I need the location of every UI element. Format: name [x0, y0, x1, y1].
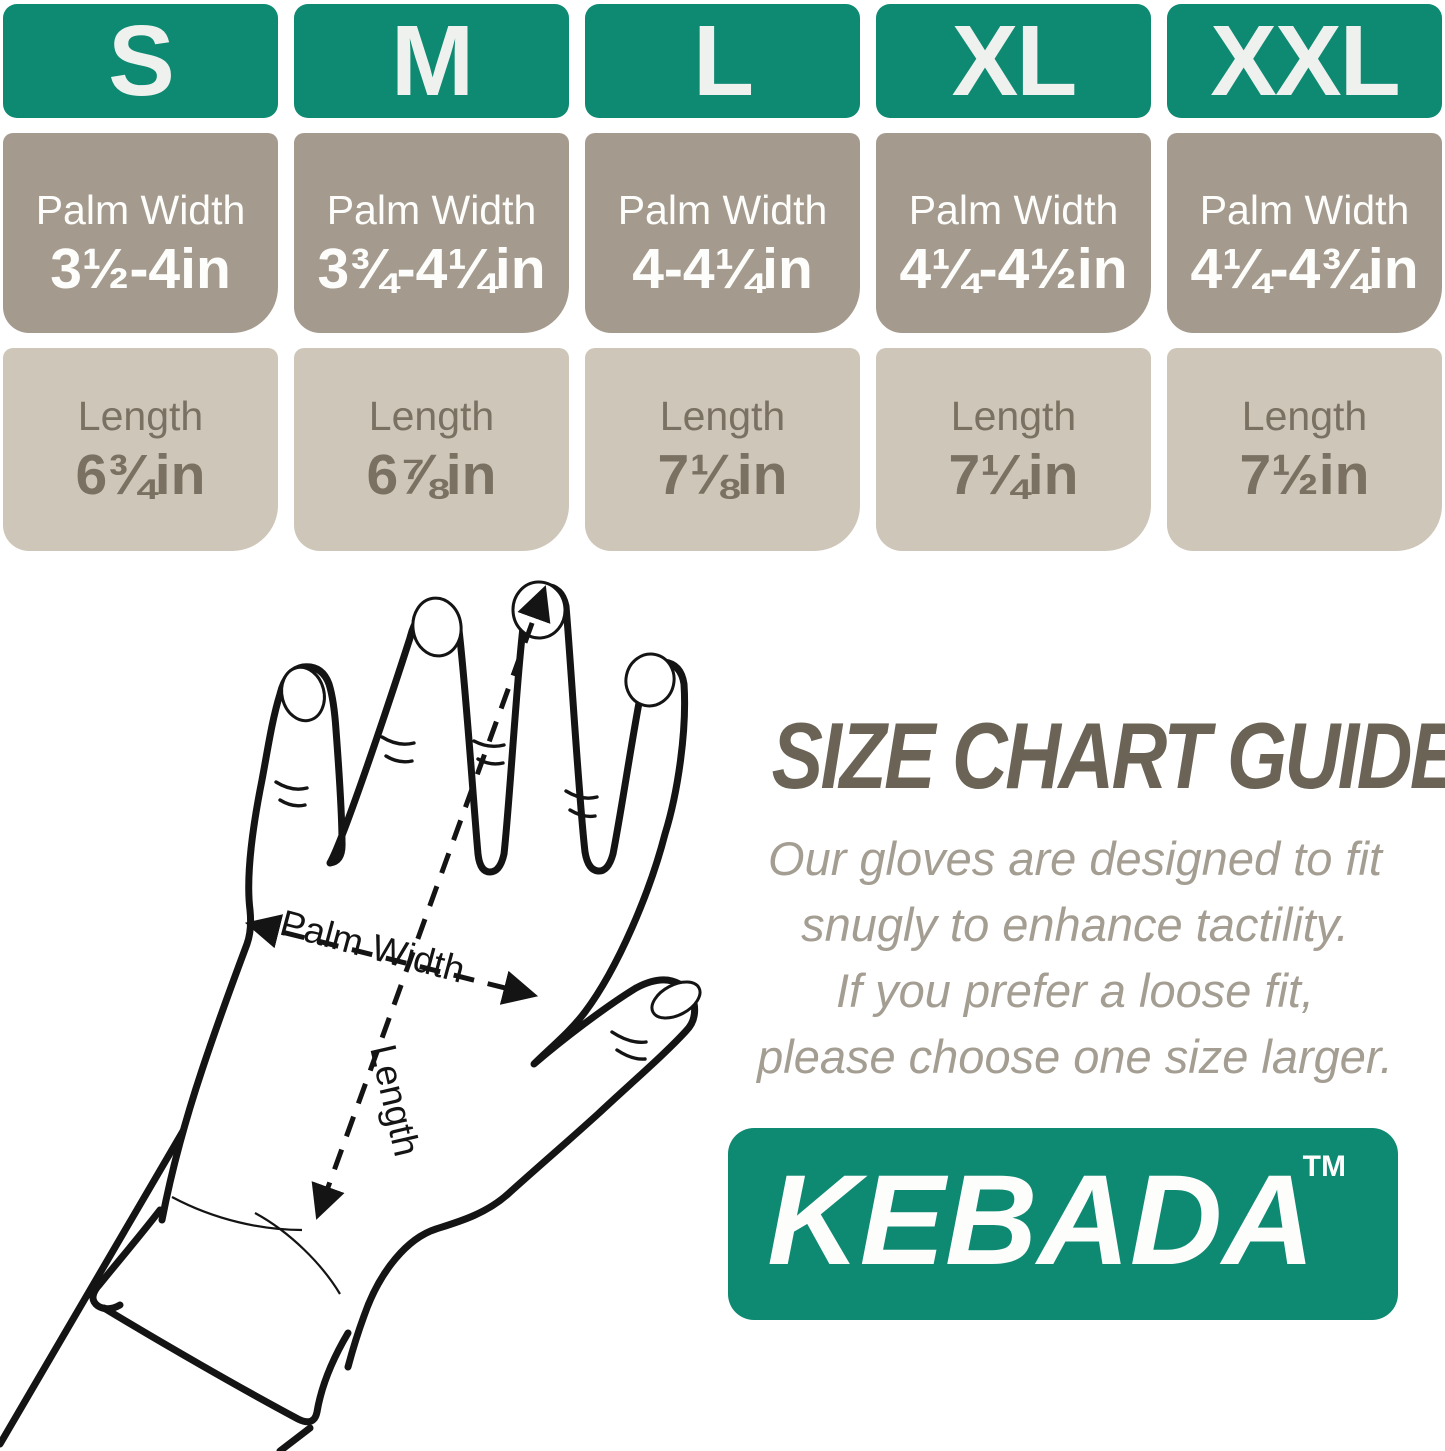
length-cell: Length 7½in [1167, 348, 1442, 551]
length-value: 7¼in [948, 443, 1079, 508]
length-value: 6¾in [75, 443, 206, 508]
guide-text-line: snugly to enhance tactility. [801, 898, 1349, 951]
cuff-bottom-edge [100, 1304, 352, 1426]
length-arrow [311, 585, 551, 1220]
palm-width-cell: Palm Width 4¼-4¾in [1167, 133, 1442, 333]
forearm-line-left [0, 1122, 190, 1448]
length-cell: Length 6⅞in [294, 348, 569, 551]
fingernail-ring [624, 652, 676, 708]
palm-width-label: Palm Width [908, 186, 1119, 233]
length-label: Length [368, 393, 495, 440]
guide-text: Our gloves are designed to fit snugly to… [705, 826, 1445, 1090]
length-value: 6⅞in [366, 443, 497, 508]
palm-width-label: Palm Width [1199, 186, 1410, 233]
size-header: S [3, 4, 278, 118]
hand-measurement-diagram: Palm Width Length [0, 570, 720, 1451]
size-header: L [585, 4, 860, 118]
length-label: Length [950, 393, 1077, 440]
guide-text-line: Our gloves are designed to fit [768, 832, 1382, 885]
guide-title: SIZE CHART GUIDE [771, 703, 1445, 808]
palm-width-value: 4¼-4½in [899, 236, 1128, 301]
size-chart-table: S Palm Width 3½-4in Length 6¾in M Palm W… [3, 4, 1442, 551]
palm-width-label: Palm Width [35, 186, 246, 233]
palm-width-label: Palm Width [617, 186, 828, 233]
length-cell: Length 7⅛in [585, 348, 860, 551]
length-value: 7½in [1239, 443, 1370, 508]
fingernail-thumb [650, 980, 702, 1020]
palm-width-value: 4-4¼in [632, 236, 813, 301]
guide-text-line: If you prefer a loose fit, [835, 964, 1315, 1017]
length-label: Length [1241, 393, 1368, 440]
size-header: XL [876, 4, 1151, 118]
size-column-xxl: XXL Palm Width 4¼-4¾in Length 7½in [1167, 4, 1442, 551]
length-cell: Length 6¾in [3, 348, 278, 551]
palm-width-cell: Palm Width 4-4¼in [585, 133, 860, 333]
size-column-l: L Palm Width 4-4¼in Length 7⅛in [585, 4, 860, 551]
size-column-m: M Palm Width 3¾-4¼in Length 6⅞in [294, 4, 569, 551]
length-label: Length [659, 393, 786, 440]
size-header: M [294, 4, 569, 118]
palm-width-cell: Palm Width 4¼-4½in [876, 133, 1151, 333]
trademark-symbol: TM [1302, 1150, 1346, 1183]
palm-width-value: 4¼-4¾in [1190, 236, 1419, 301]
brand-name: KEBADA [767, 1149, 1315, 1292]
palm-width-value: 3¾-4¼in [317, 236, 546, 301]
length-value: 7⅛in [657, 443, 788, 508]
size-column-s: S Palm Width 3½-4in Length 6¾in [3, 4, 278, 551]
length-label: Length [77, 393, 204, 440]
palm-width-cell: Palm Width 3½-4in [3, 133, 278, 333]
size-column-xl: XL Palm Width 4¼-4½in Length 7¼in [876, 4, 1151, 551]
brand-logo: KEBADA TM [728, 1128, 1398, 1320]
wrist-crease-2 [254, 1212, 341, 1295]
wrist-crease-1 [171, 1196, 303, 1232]
palm-width-cell: Palm Width 3¾-4¼in [294, 133, 569, 333]
palm-width-label: Palm Width [326, 186, 537, 233]
forearm-line-right [276, 1424, 314, 1451]
length-cell: Length 7¼in [876, 348, 1151, 551]
size-header: XXL [1167, 4, 1442, 118]
palm-width-value: 3½-4in [50, 236, 231, 301]
hand-diagram-svg: Palm Width Length [0, 580, 702, 1451]
guide-text-line: please choose one size larger. [757, 1030, 1393, 1083]
